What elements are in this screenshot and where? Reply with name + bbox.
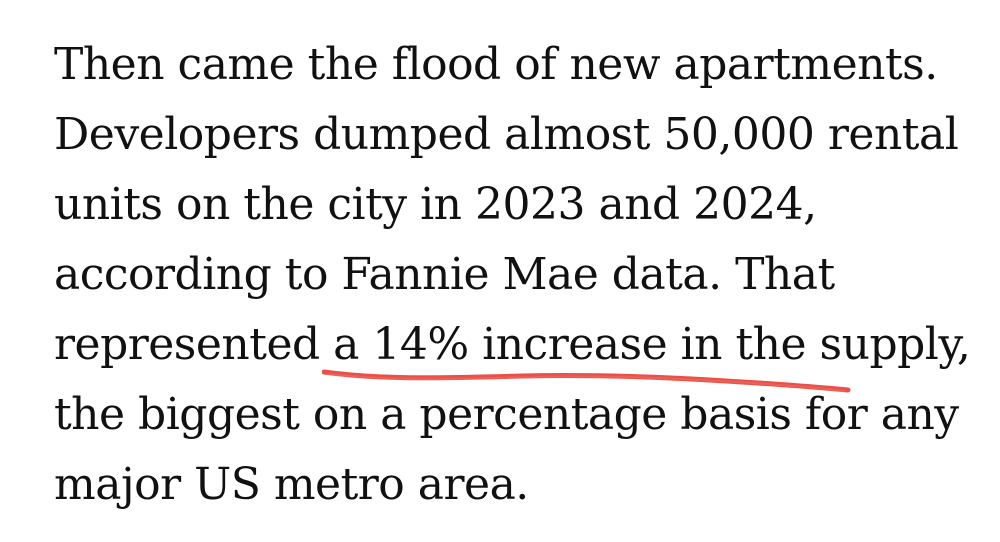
text-line-1: Then came the flood of new apartments.: [54, 39, 938, 90]
text-line-7: major US metro area.: [54, 459, 529, 510]
text-line-2: Developers dumped almost 50,000 rental: [54, 109, 959, 160]
text-line-6: the biggest on a percentage basis for an…: [54, 389, 959, 440]
article-body: Then came the flood of new apartments. D…: [54, 30, 974, 520]
text-line-5: represented a 14% increase in the supply…: [54, 310, 974, 380]
article-paragraph: Then came the flood of new apartments. D…: [54, 30, 974, 520]
text-line-4: according to Fannie Mae data. That: [54, 249, 835, 300]
text-line-5-lead: represented a: [54, 319, 373, 370]
highlighted-phrase: 14% increase in the supply,: [372, 319, 971, 370]
text-line-3: units on the city in 2023 and 2024,: [54, 179, 817, 230]
